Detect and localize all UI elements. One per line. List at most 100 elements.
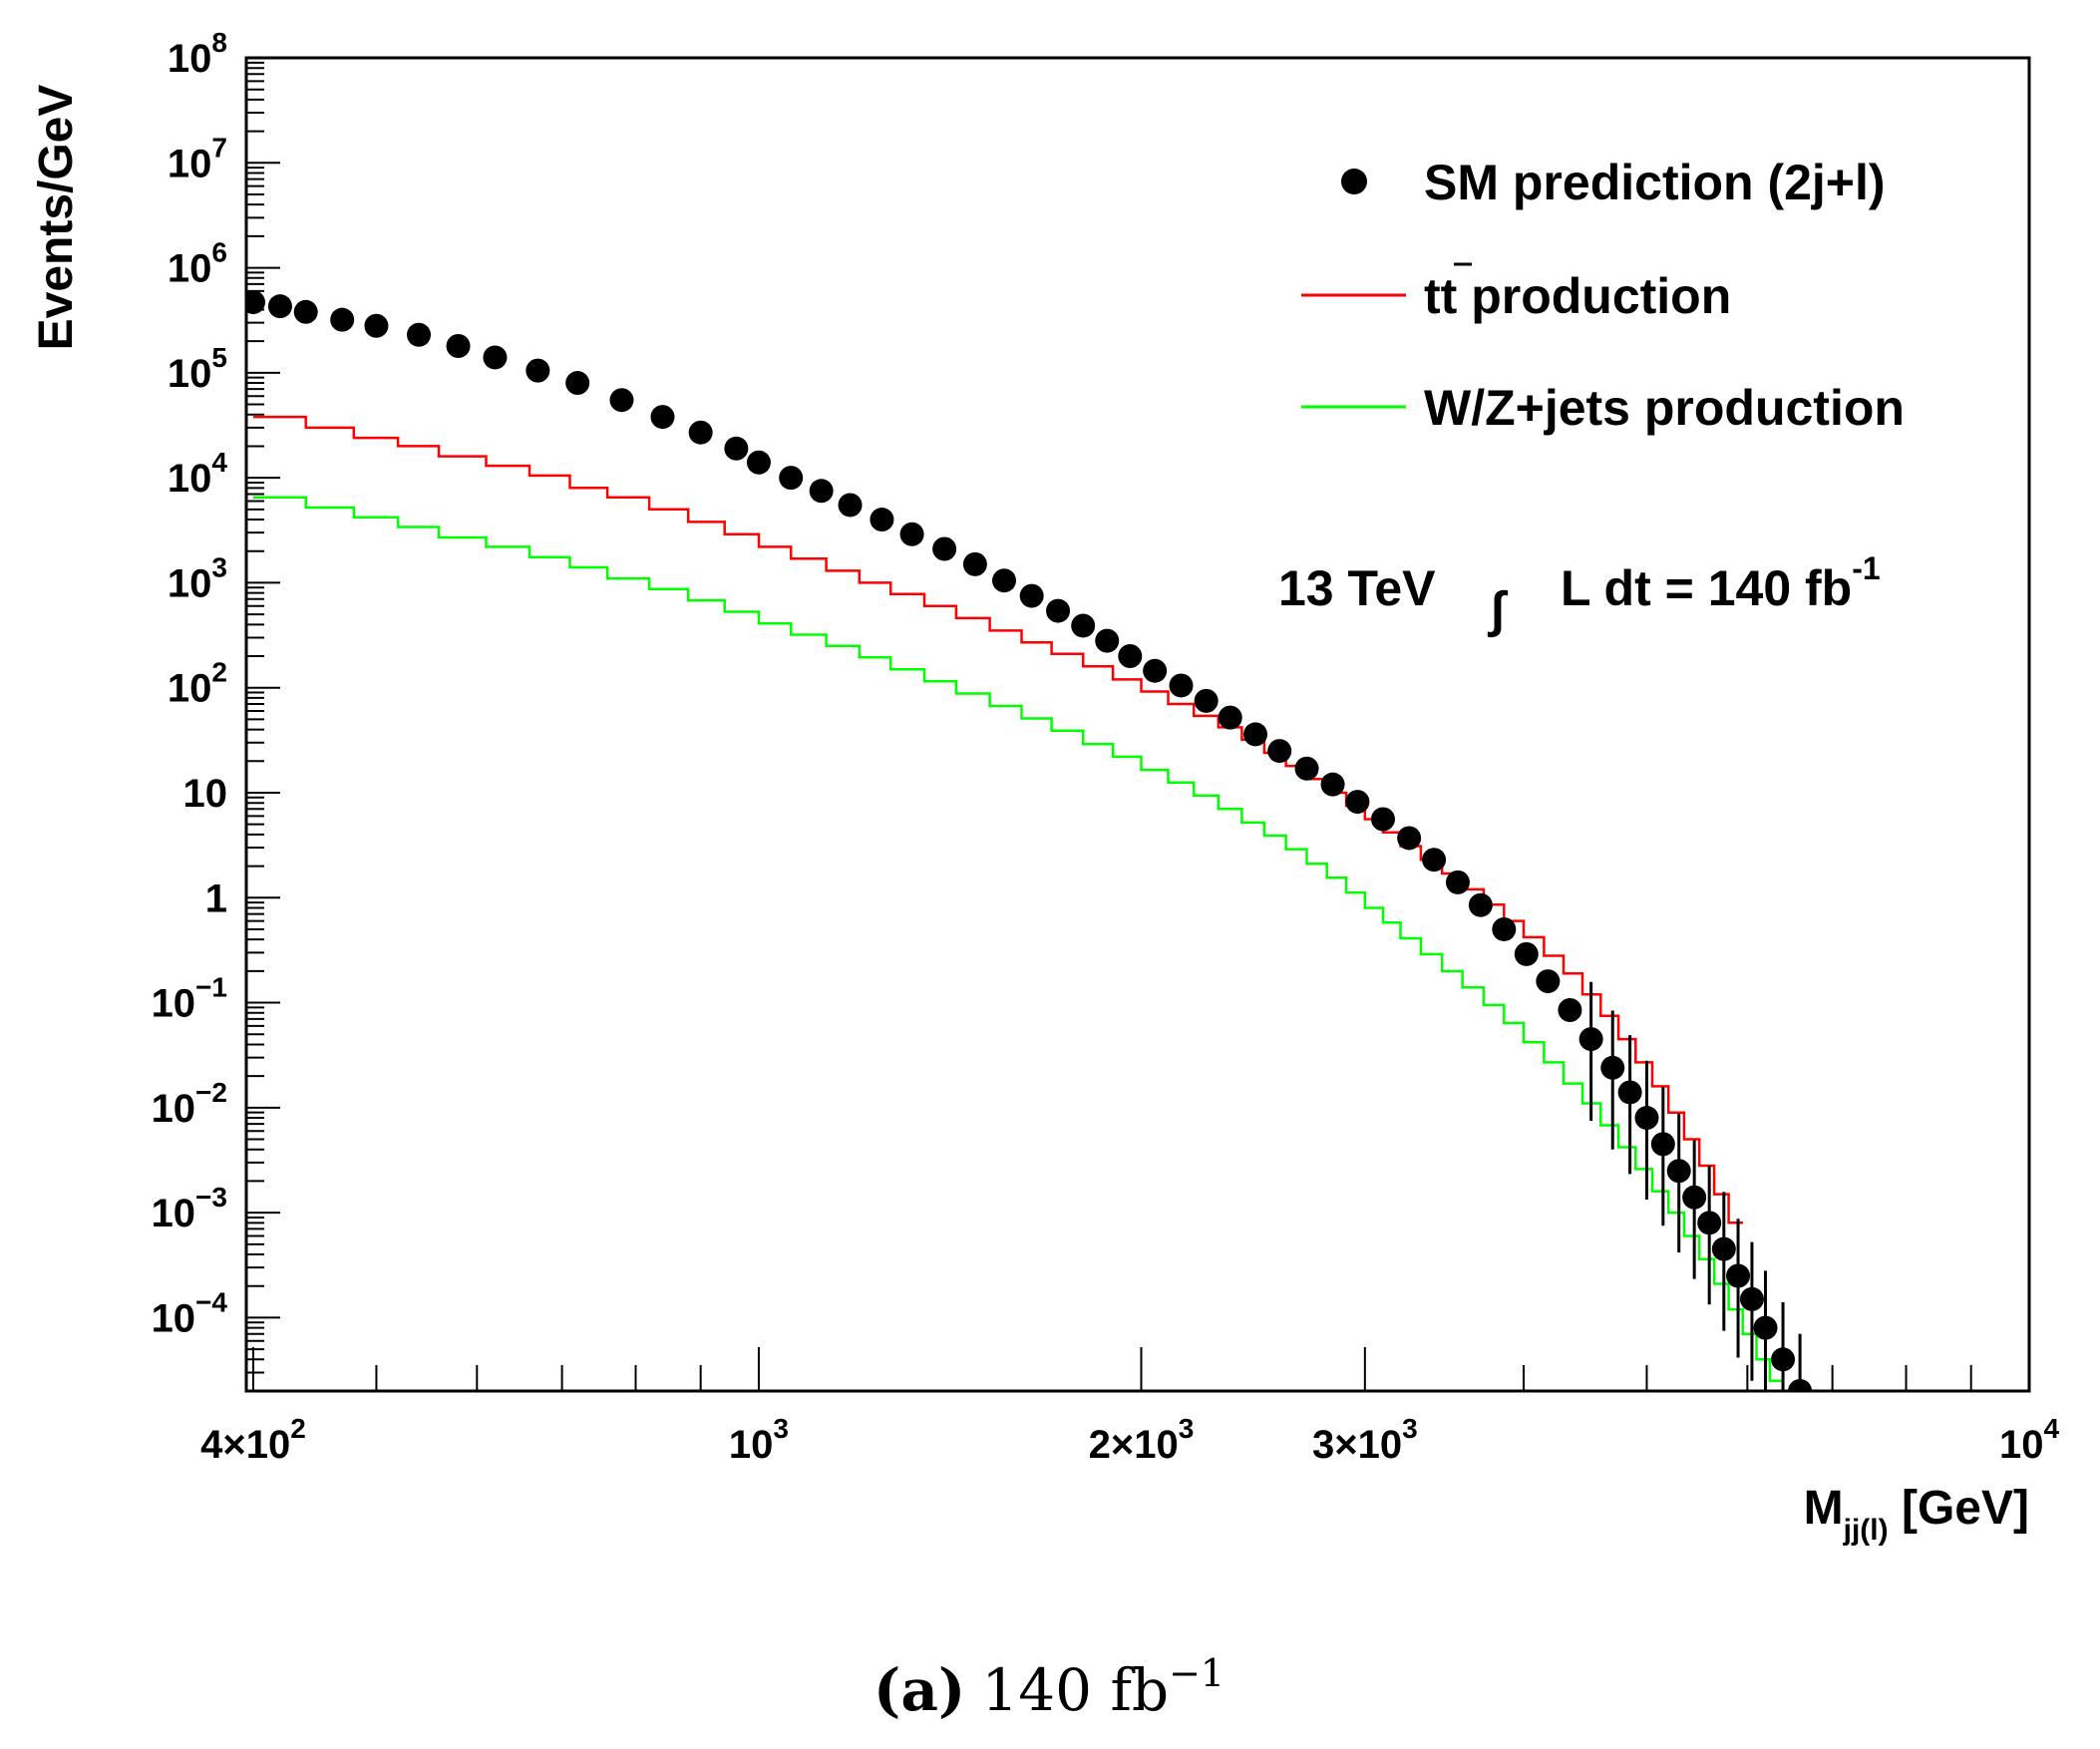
data-point: [899, 522, 924, 546]
data-point: [1397, 826, 1422, 851]
data-point: [446, 333, 471, 358]
data-point: [1294, 756, 1319, 781]
data-point: [932, 536, 957, 561]
tbar: t: [1441, 268, 1458, 324]
data-point: [1071, 613, 1096, 638]
data-point: [1218, 705, 1242, 730]
data-point: [1650, 1132, 1675, 1157]
data-point: [1536, 969, 1561, 994]
integral-sign: ∫: [1487, 581, 1508, 638]
y-tick-label: 10: [183, 772, 228, 816]
legend-marker-sm: [1341, 169, 1367, 194]
data-point: [1118, 644, 1143, 669]
energy-label: 13 TeV: [1278, 560, 1436, 616]
data-point: [1046, 598, 1071, 623]
data-point: [992, 568, 1017, 593]
y-axis-title: Events/GeV: [30, 85, 83, 351]
y-tick-label: 102: [168, 657, 227, 711]
data-point: [1468, 892, 1493, 917]
data-point: [838, 493, 863, 518]
x-axis-title: Mjj(l) [GeV]: [1804, 1482, 2029, 1547]
data-point: [407, 322, 432, 347]
figure-caption: (a) 140 fb−1: [874, 1651, 1225, 1724]
y-tick-label: 1: [205, 876, 227, 920]
legend-label-sm: SM prediction (2j+l): [1424, 155, 1886, 210]
error-bars: [1589, 981, 1802, 1391]
legend-label-tt: tt production: [1424, 268, 1731, 324]
data-point: [330, 307, 355, 332]
data-point: [746, 450, 771, 475]
data-point: [1711, 1236, 1736, 1261]
x-tick-label: 104: [1999, 1413, 2060, 1467]
x-axis-title-unit: [GeV]: [1902, 1482, 2029, 1535]
lumi-annotation: 13 TeV ∫ L dt = 140 fb-1: [1278, 550, 1881, 638]
y-tick-label: 108: [168, 27, 227, 81]
data-point: [246, 290, 265, 315]
y-tick-label: 103: [168, 551, 227, 605]
data-point: [688, 420, 713, 445]
data-point: [293, 299, 318, 324]
x-tick-label: 2×103: [1089, 1413, 1195, 1467]
lumi-label: L dt = 140 fb-1: [1561, 550, 1881, 616]
data-point: [1666, 1159, 1691, 1184]
y-tick-label: 10−2: [152, 1077, 227, 1131]
series-line-wz: [253, 496, 1784, 1383]
series-points-sm: [246, 290, 1813, 1391]
data-point: [1445, 870, 1470, 894]
data-point: [1788, 1379, 1813, 1391]
data-point: [962, 551, 987, 576]
data-point: [267, 294, 292, 319]
y-tick-label: 10−3: [152, 1182, 227, 1235]
data-point: [1243, 722, 1268, 747]
y-tick-label: 107: [168, 132, 227, 185]
x-axis: 4×102 103 2×103 3×103 104: [200, 1347, 2059, 1467]
x-tick-label: 3×103: [1312, 1413, 1418, 1467]
data-point: [1617, 1080, 1642, 1105]
y-tick-label: 105: [168, 342, 227, 396]
data-point: [1267, 739, 1292, 764]
data-point: [609, 388, 634, 413]
data-point: [1422, 848, 1447, 873]
legend: SM prediction (2j+l) tt production W/Z+j…: [1301, 155, 1905, 436]
data-point: [1169, 673, 1194, 698]
data-point: [724, 436, 749, 461]
y-tick-label: 10−4: [152, 1286, 228, 1340]
data-point: [1634, 1106, 1659, 1131]
plot-frame: [244, 56, 2031, 1393]
data-point: [1771, 1347, 1796, 1372]
y-tick-label: 106: [168, 237, 227, 291]
data-point: [1726, 1263, 1751, 1288]
x-axis-title-main: M: [1804, 1482, 1844, 1535]
data-point: [809, 479, 834, 504]
data-point: [1578, 1027, 1603, 1052]
data-point: [1682, 1185, 1707, 1210]
data-point: [1345, 790, 1370, 815]
y-tick-label: 10−1: [152, 972, 227, 1026]
data-point: [1558, 997, 1582, 1022]
data-point: [1019, 583, 1044, 608]
x-tick-label: 103: [729, 1413, 789, 1467]
data-point: [1194, 688, 1219, 713]
data-point: [1697, 1211, 1722, 1235]
data-point: [1600, 1055, 1625, 1080]
data-point: [364, 313, 389, 338]
data-point: [1143, 658, 1168, 683]
data-point: [1320, 772, 1345, 797]
data-point: [650, 405, 675, 430]
data-point: [1514, 941, 1539, 966]
data-point: [1370, 807, 1395, 832]
data-point: [870, 508, 894, 532]
legend-label-wz: W/Z+jets production: [1424, 380, 1905, 436]
data-point: [525, 358, 550, 383]
data-point: [1753, 1315, 1778, 1340]
data-point: [1492, 916, 1517, 941]
y-tick-label: 104: [168, 447, 228, 501]
data-point: [1095, 628, 1120, 653]
data-point: [779, 466, 804, 491]
x-tick-label: 4×102: [200, 1413, 306, 1467]
data-point: [565, 371, 590, 396]
x-axis-title-sub: jj(l): [1843, 1514, 1889, 1547]
data-point: [483, 345, 508, 370]
